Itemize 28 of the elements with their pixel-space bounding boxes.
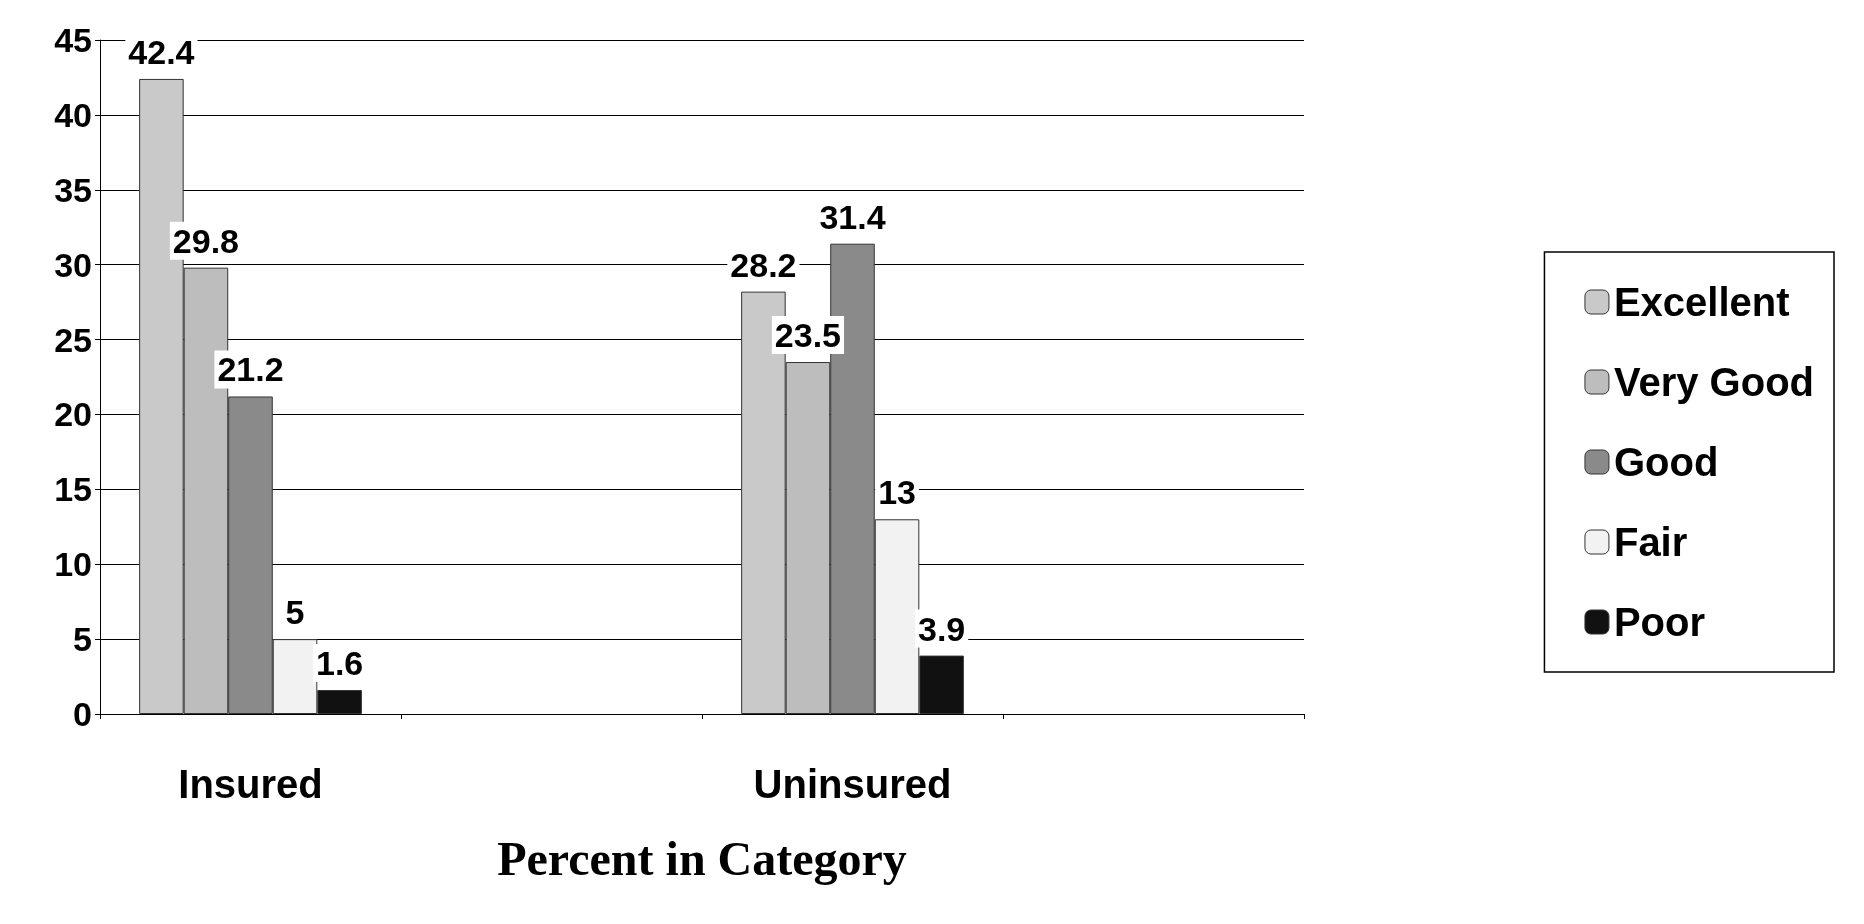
x-axis-title: Percent in Category — [497, 831, 907, 885]
legend-label: Excellent — [1613, 280, 1790, 324]
y-tick-label: 25 — [54, 320, 92, 359]
legend-label: Fair — [1613, 520, 1688, 564]
y-tick-label: 40 — [54, 95, 92, 134]
data-label: 1.6 — [315, 644, 364, 683]
y-tick-label: 0 — [73, 695, 92, 733]
y-tick-label: 30 — [54, 245, 92, 284]
x-tick-label: Insured — [178, 762, 323, 806]
data-label: 29.8 — [172, 221, 240, 260]
legend-label: Good — [1613, 440, 1719, 484]
legend-label: Poor — [1613, 600, 1706, 644]
x-tick-label: Uninsured — [753, 762, 952, 806]
data-label: 13 — [878, 473, 916, 512]
data-label: 3.9 — [917, 609, 966, 648]
y-tick-label: 35 — [54, 170, 92, 209]
y-tick-label: 15 — [54, 470, 92, 509]
data-label: 23.5 — [774, 316, 842, 355]
y-tick-label: 20 — [54, 395, 92, 434]
y-tick-label: 45 — [54, 21, 92, 59]
data-label: 42.4 — [128, 32, 195, 71]
data-label: 5 — [285, 593, 305, 632]
data-label: 31.4 — [819, 197, 886, 236]
y-tick-label: 10 — [54, 545, 92, 584]
data-label: 28.2 — [730, 245, 797, 284]
y-tick-label: 5 — [73, 620, 92, 659]
legend-label: Very Good — [1613, 360, 1814, 404]
data-label: 21.2 — [217, 350, 284, 389]
